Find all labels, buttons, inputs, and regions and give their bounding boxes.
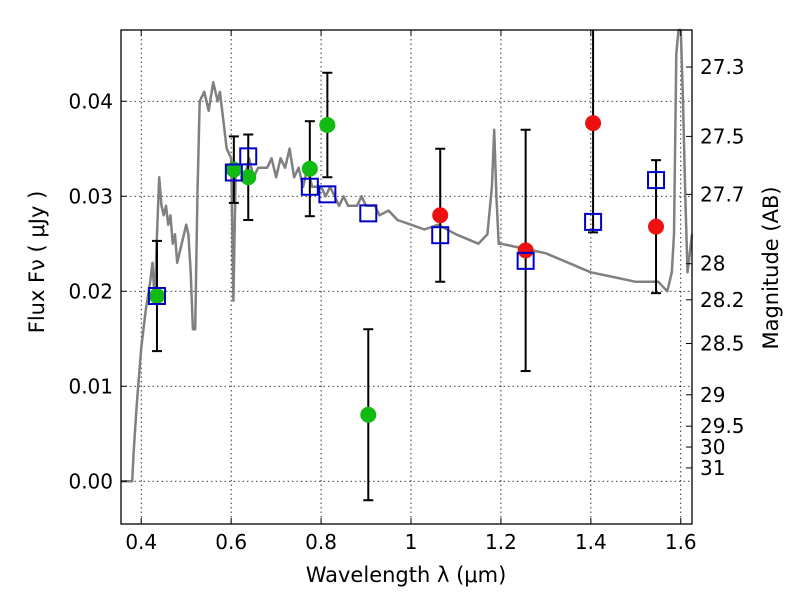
model-boxes-layer (147, 147, 666, 305)
grid-lines (121, 30, 692, 524)
magnitude-tick-label: 29.5 (700, 414, 745, 438)
model-box-marker (224, 163, 243, 182)
x-tick-label: 0.6 (215, 530, 247, 554)
x-tick-label: 0.4 (125, 530, 157, 554)
model-box-marker (359, 204, 378, 223)
magnitude-tick-label: 28.2 (700, 288, 745, 312)
y-tick-label: 0.01 (68, 374, 113, 398)
y-axis-ticks: 0.00 0.01 0.02 0.03 0.04 (68, 89, 127, 493)
x-tick-label: 1.4 (575, 530, 607, 554)
model-box-marker (431, 226, 450, 245)
green-data-point (148, 288, 165, 304)
x-tick-label: 1.2 (485, 530, 517, 554)
x-tick-label: 1.6 (665, 530, 697, 554)
magnitude-tick-label: 27.5 (700, 124, 745, 148)
magnitude-tick-label: 28 (700, 252, 725, 276)
magnitude-axis-label: Magnitude (AB) (759, 186, 783, 349)
magnitude-tick-label: 28.5 (700, 332, 745, 356)
green-data-point (225, 161, 242, 178)
x-axis-ticks: 0.4 0.6 0.8 1 1.2 1.4 1.6 (125, 30, 697, 554)
y-axis-label: Flux Fν ( μJy ) (25, 191, 49, 334)
green-data-point (319, 117, 336, 133)
error-bars-layer (151, 30, 662, 502)
red-data-point (432, 207, 449, 224)
model-spectrum-line (121, 28, 694, 483)
magnitude-tick-label: 29 (700, 383, 725, 407)
y-tick-label: 0.00 (68, 469, 113, 493)
magnitude-tick-label: 30 (700, 435, 725, 459)
green-data-point (240, 169, 257, 186)
red-data-point (585, 115, 602, 132)
photometry-points-layer (148, 115, 665, 423)
model-box-marker (516, 251, 535, 270)
magnitude-tick-label: 27.3 (700, 55, 745, 79)
red-data-point (517, 242, 534, 259)
model-box-marker (300, 177, 319, 196)
y-tick-label: 0.03 (68, 184, 113, 208)
magnitude-tick-label: 27.7 (700, 182, 745, 206)
green-data-point (360, 406, 377, 423)
plot-frame (120, 29, 693, 525)
x-axis-label: Wavelength λ (μm) (306, 563, 507, 587)
model-spectrum-layer (121, 28, 694, 483)
magnitude-tick-label: 31 (700, 456, 725, 480)
y-tick-label: 0.04 (68, 89, 113, 113)
y-tick-label: 0.02 (68, 279, 113, 303)
model-box-marker (647, 171, 666, 190)
model-box-marker (584, 212, 603, 231)
x-tick-label: 0.8 (305, 530, 337, 554)
red-data-point (648, 218, 665, 235)
green-data-point (301, 160, 318, 177)
x-tick-label: 1 (405, 530, 418, 554)
model-box-marker (239, 147, 258, 166)
model-box-marker (318, 185, 337, 204)
model-box-marker (147, 287, 166, 305)
